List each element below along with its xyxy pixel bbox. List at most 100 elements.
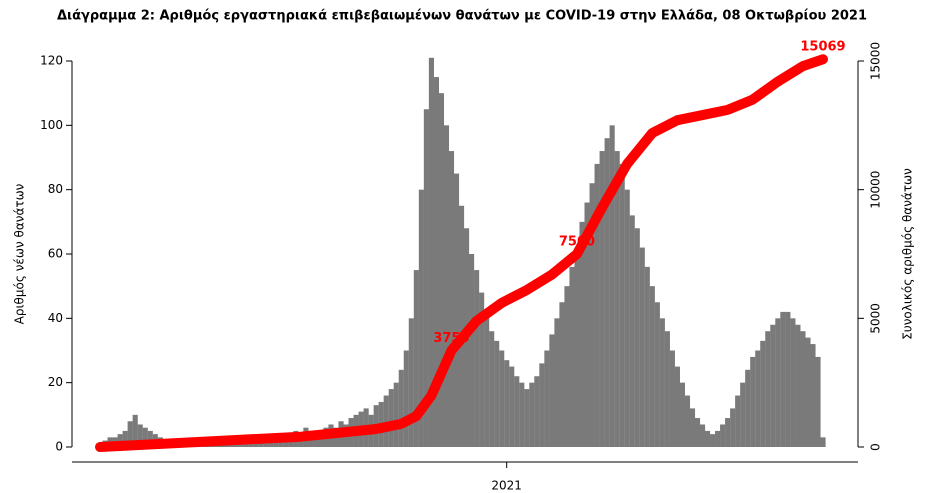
bar xyxy=(484,311,490,447)
y-tick-label: 40 xyxy=(48,311,63,325)
bar xyxy=(589,183,595,447)
bar xyxy=(634,228,640,447)
bar xyxy=(629,215,635,447)
bar xyxy=(393,382,399,447)
bar xyxy=(313,434,319,447)
bar xyxy=(710,434,716,447)
y-tick-label: 120 xyxy=(40,54,63,68)
bar xyxy=(529,382,535,447)
bar xyxy=(735,395,741,447)
bar xyxy=(755,350,761,447)
bar xyxy=(704,430,711,447)
y2-tick-label: 0 xyxy=(869,443,883,451)
bar xyxy=(474,270,480,447)
bar xyxy=(509,366,515,447)
bar xyxy=(785,311,791,447)
bar xyxy=(599,151,605,448)
bar xyxy=(403,350,409,447)
y-tick-label: 100 xyxy=(40,118,63,132)
bar xyxy=(574,247,580,447)
bar xyxy=(559,302,565,447)
annotation: 3750 xyxy=(433,331,469,346)
bar xyxy=(604,138,610,447)
bar xyxy=(775,318,781,447)
bar xyxy=(800,331,806,447)
bar xyxy=(765,331,771,447)
bar xyxy=(740,382,746,447)
bar xyxy=(624,189,630,447)
bar xyxy=(649,286,655,447)
bar xyxy=(524,389,530,447)
bar xyxy=(815,356,821,447)
bar xyxy=(418,189,424,447)
bar xyxy=(720,424,726,447)
bar xyxy=(122,430,128,447)
y-tick-label: 0 xyxy=(55,440,63,454)
bar xyxy=(413,270,419,447)
bar xyxy=(408,318,414,447)
bar xyxy=(228,443,234,447)
bar xyxy=(810,344,816,447)
bar xyxy=(795,324,801,447)
bar xyxy=(664,331,670,447)
bar xyxy=(674,366,680,447)
bar xyxy=(569,266,575,447)
bar xyxy=(699,424,706,447)
bar xyxy=(494,340,500,447)
bar xyxy=(433,77,439,447)
bar xyxy=(147,430,153,447)
y2-tick-label: 10000 xyxy=(869,171,883,209)
bar xyxy=(443,125,450,447)
chart-title: Διάγραμμα 2: Αριθμός εργαστηριακά επιβεβ… xyxy=(57,9,867,24)
y-axis-label: Αριθμός νέων θανάτων xyxy=(13,183,27,324)
bar xyxy=(238,443,244,447)
bar xyxy=(684,395,691,447)
y-tick-label: 80 xyxy=(48,182,63,196)
bar xyxy=(549,334,555,447)
bar xyxy=(479,292,485,447)
bar xyxy=(780,311,786,447)
bar xyxy=(760,340,766,447)
bar xyxy=(564,286,570,447)
bar xyxy=(428,57,434,448)
bar xyxy=(499,350,505,447)
bar xyxy=(383,395,389,447)
bar xyxy=(725,418,731,447)
bar xyxy=(679,382,686,447)
bar xyxy=(654,302,660,447)
bar xyxy=(694,418,701,447)
bar xyxy=(730,408,736,447)
bar xyxy=(448,151,455,448)
bar xyxy=(137,424,143,447)
y2-tick-label: 5000 xyxy=(869,303,883,334)
bar xyxy=(820,437,826,447)
bar xyxy=(750,356,756,447)
bar xyxy=(715,430,721,447)
cumulative-line xyxy=(95,54,828,452)
bar xyxy=(127,421,133,447)
bar xyxy=(594,163,600,447)
bar xyxy=(142,427,148,447)
bar xyxy=(438,93,445,448)
bar xyxy=(554,318,560,447)
bar xyxy=(504,360,510,447)
bar xyxy=(639,247,645,447)
y2-tick-label: 15000 xyxy=(869,42,883,80)
bar xyxy=(514,376,520,447)
bar xyxy=(805,337,811,447)
y-tick-label: 60 xyxy=(48,247,63,261)
bar xyxy=(388,389,394,447)
bar xyxy=(770,324,776,447)
bar xyxy=(398,369,404,447)
bar xyxy=(689,408,696,447)
annotation: 7500 xyxy=(559,235,595,250)
bar xyxy=(469,254,475,447)
x-tick-label: 2021 xyxy=(491,479,522,493)
y-tick-label: 20 xyxy=(48,375,63,389)
bar xyxy=(669,350,675,447)
bar xyxy=(117,434,123,447)
bar xyxy=(519,382,525,447)
bar xyxy=(423,109,429,447)
bar xyxy=(609,125,615,447)
